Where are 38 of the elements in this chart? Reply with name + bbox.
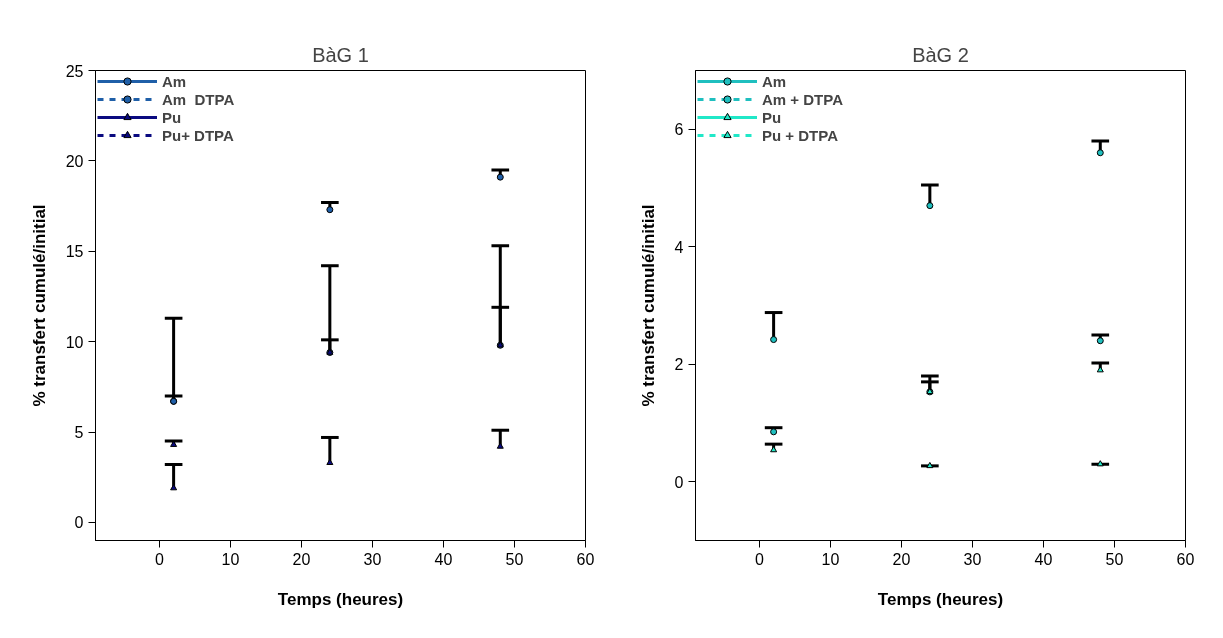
y-axis-title: % transfert cumulé/initial <box>638 204 658 407</box>
y-tick-label: 25 <box>65 62 84 80</box>
legend-label: Pu <box>162 108 182 126</box>
legend-label: Am <box>162 72 187 90</box>
x-axis-title: Temps (heures) <box>277 589 404 609</box>
y-tick-label: 5 <box>74 424 84 442</box>
x-tick-label: 50 <box>505 550 524 568</box>
x-tick-label: 20 <box>892 550 911 568</box>
y-tick-label: 0 <box>674 473 684 491</box>
x-tick-label: 0 <box>154 550 164 568</box>
x-tick-label: 10 <box>821 550 840 568</box>
x-axis-title: Temps (heures) <box>877 589 1004 609</box>
y-tick-label: 20 <box>65 152 84 170</box>
y-tick-label: 0 <box>74 514 84 532</box>
y-tick-label: 4 <box>674 238 684 256</box>
x-tick-label: 60 <box>1176 550 1195 568</box>
legend-label: Pu+ DTPA <box>162 126 234 144</box>
x-tick-label: 10 <box>221 550 240 568</box>
x-tick-label: 30 <box>963 550 982 568</box>
y-tick-label: 15 <box>65 243 84 261</box>
y-tick-label: 6 <box>674 121 684 139</box>
legend-label: Am <box>762 72 787 90</box>
x-tick-label: 60 <box>576 550 595 568</box>
legend-label: Am DTPA <box>162 90 235 108</box>
x-tick-label: 50 <box>1105 550 1124 568</box>
legend-label: Am + DTPA <box>762 90 843 108</box>
legend-label: Pu <box>762 108 782 126</box>
y-tick-label: 10 <box>65 333 84 351</box>
x-tick-label: 40 <box>1034 550 1053 568</box>
x-tick-label: 30 <box>363 550 382 568</box>
y-axis-title: % transfert cumulé/initial <box>29 204 49 407</box>
x-tick-label: 20 <box>292 550 311 568</box>
x-tick-label: 40 <box>434 550 453 568</box>
x-tick-label: 0 <box>754 550 764 568</box>
chart-title: BàG 1 <box>312 43 369 66</box>
legend-label: Pu + DTPA <box>762 126 838 144</box>
chart-title: BàG 2 <box>912 43 969 66</box>
y-tick-label: 2 <box>674 356 684 374</box>
